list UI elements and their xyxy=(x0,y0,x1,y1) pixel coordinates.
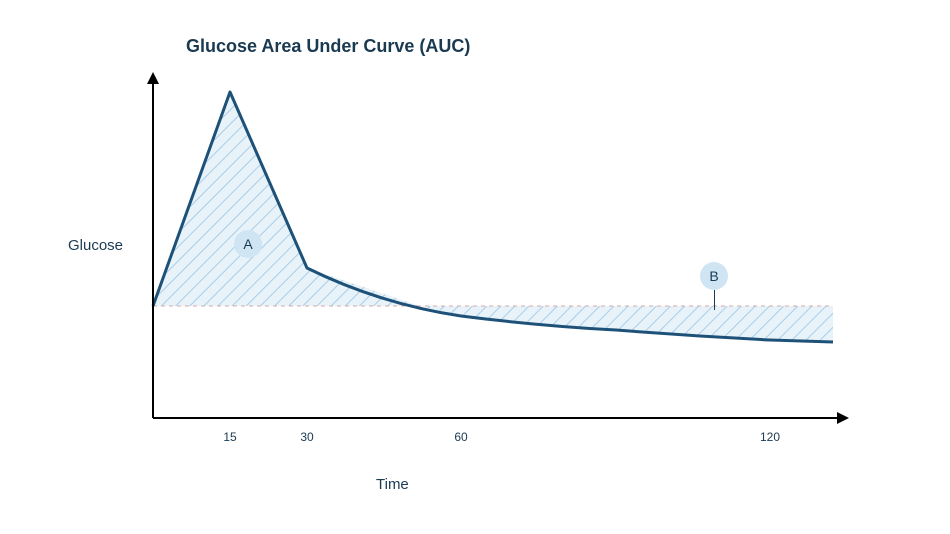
auc-chart: Glucose Area Under Curve (AUC) Glucose T… xyxy=(0,0,950,534)
xtick-60: 60 xyxy=(454,430,467,444)
region-a-badge: A xyxy=(234,230,262,258)
plot-svg xyxy=(0,0,950,534)
xtick-15: 15 xyxy=(223,430,236,444)
xtick-30: 30 xyxy=(300,430,313,444)
region-b-badge: B xyxy=(700,262,728,290)
xtick-120: 120 xyxy=(760,430,780,444)
region-b-fill xyxy=(420,306,833,342)
